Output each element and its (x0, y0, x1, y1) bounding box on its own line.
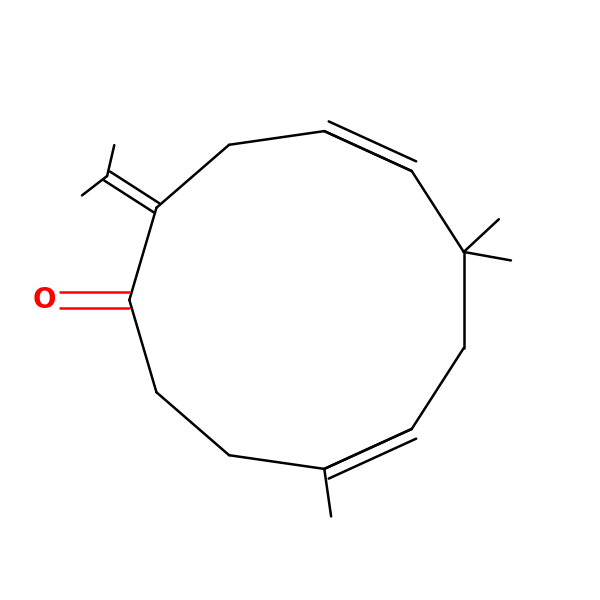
Text: O: O (32, 286, 56, 314)
